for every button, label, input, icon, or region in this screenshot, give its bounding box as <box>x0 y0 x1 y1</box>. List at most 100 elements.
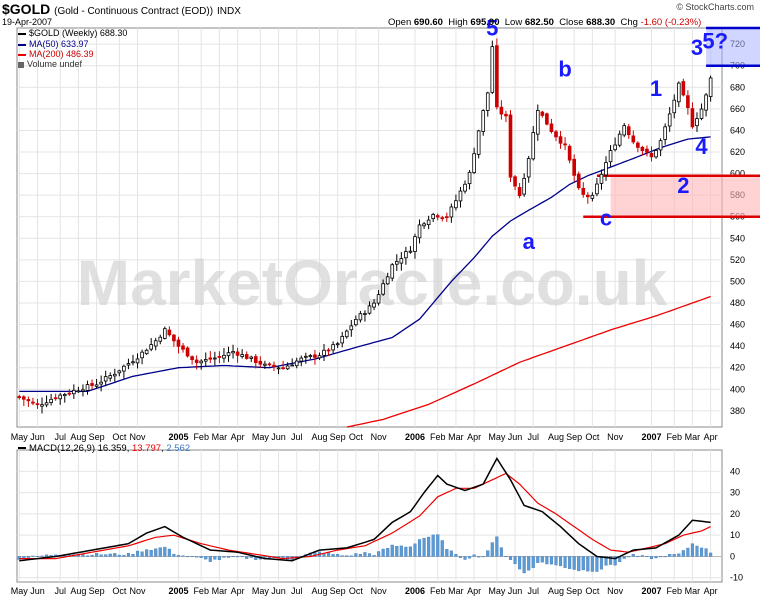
macd-histogram-bar <box>199 556 203 558</box>
candle-down <box>281 367 285 370</box>
macd-y-tick-label: 10 <box>730 530 740 540</box>
macd-histogram-bar <box>440 540 444 557</box>
macd-histogram-bar <box>481 556 485 558</box>
candle-down <box>558 136 563 144</box>
candle-up <box>354 318 358 326</box>
macd-histogram-bar <box>595 556 599 572</box>
macd-histogram-bar <box>349 555 353 557</box>
macd-histogram-bar <box>436 534 440 557</box>
candle-up <box>62 394 67 396</box>
candle-up <box>317 355 322 359</box>
candle-up <box>158 336 163 342</box>
candle-up <box>476 130 481 155</box>
candle-up <box>122 365 126 372</box>
candle-up <box>617 133 622 146</box>
macd-histogram-bar <box>454 554 458 557</box>
macd-histogram-bar <box>527 556 531 571</box>
macd-histogram-bar <box>399 545 403 557</box>
macd-histogram-bar <box>190 556 194 558</box>
candle-down <box>686 95 690 109</box>
price-x-tick-label: Jun <box>30 432 45 442</box>
candle-down <box>517 187 522 197</box>
macd-histogram-bar <box>358 553 362 557</box>
wave-label: 3 <box>691 35 703 60</box>
macd-histogram-bar <box>672 554 676 557</box>
candle-up <box>372 302 376 308</box>
candle-up <box>103 376 108 382</box>
macd-histogram-bar <box>90 554 94 557</box>
candle-down <box>545 113 549 125</box>
macd-histogram-bar <box>181 555 185 557</box>
candle-up <box>481 110 486 132</box>
wave-label: 1 <box>650 76 662 101</box>
candle-up <box>285 365 290 370</box>
wave-label: c <box>600 205 612 230</box>
candle-up <box>426 219 431 226</box>
price-x-tick-label: May <box>11 432 29 442</box>
macd-histogram-bar <box>558 556 563 567</box>
macd-histogram-bar <box>149 550 153 557</box>
macd-histogram-bar <box>331 554 335 557</box>
candle-up <box>676 82 681 103</box>
macd-x-tick-label: 2005 <box>168 586 188 596</box>
candle-up <box>140 351 144 359</box>
candle-up <box>126 363 131 366</box>
candle-down <box>640 146 645 151</box>
candle-up <box>463 183 467 192</box>
price-x-tick-label: Oct <box>349 432 364 442</box>
candle-down <box>17 396 22 399</box>
price-x-tick-label: Aug <box>70 432 86 442</box>
price-x-tick-label: Feb <box>666 432 682 442</box>
price-x-tick-label: May <box>488 432 506 442</box>
macd-histogram-bar <box>604 556 608 566</box>
macd-line <box>19 457 711 562</box>
macd-histogram-bar <box>327 552 331 557</box>
candle-down <box>53 397 58 400</box>
macd-histogram-bar <box>404 546 408 557</box>
wave-label: 5 <box>486 16 498 41</box>
macd-histogram-bar <box>222 556 226 558</box>
candle-up <box>335 343 340 346</box>
candle-up <box>608 150 613 163</box>
price-x-tick-label: Feb <box>193 432 209 442</box>
candle-up <box>222 354 226 359</box>
macd-x-tick-label: May <box>11 586 29 596</box>
macd-x-tick-label: Sep <box>330 586 346 596</box>
macd-histogram-bar <box>381 548 385 557</box>
price-x-tick-label: Jun <box>271 432 286 442</box>
macd-histogram-bar <box>240 556 244 558</box>
candle-up <box>276 367 281 370</box>
macd-histogram-bar <box>522 556 526 574</box>
wave-label: 5? <box>702 28 728 53</box>
candle-up <box>40 404 44 407</box>
candle-up <box>431 214 435 220</box>
macd-y-tick-label: 30 <box>730 488 740 498</box>
candle-down <box>645 148 649 153</box>
macd-signal-line <box>19 472 711 560</box>
candle-up <box>226 352 231 357</box>
candle-up <box>390 264 395 279</box>
price-x-tick-label: 2006 <box>405 432 425 442</box>
macd-x-tick-label: Feb <box>666 586 682 596</box>
candle-down <box>190 356 194 361</box>
candle-up <box>108 375 113 379</box>
price-x-tick-label: Oct <box>585 432 600 442</box>
macd-histogram-bar <box>681 550 685 557</box>
macd-histogram-bar <box>372 555 376 557</box>
candle-down <box>508 114 513 178</box>
candle-up <box>363 313 367 315</box>
macd-x-tick-label: 2007 <box>641 586 661 596</box>
macd-histogram-bar <box>395 546 399 557</box>
candle-up <box>595 183 599 195</box>
macd-histogram-bar <box>322 553 326 557</box>
candle-up <box>604 162 608 176</box>
watermark: MarketOracle.co.uk <box>77 247 668 319</box>
ma200-line <box>346 295 711 428</box>
candle-down <box>626 126 631 136</box>
macd-histogram-bar <box>586 556 590 572</box>
macd-histogram-bar <box>540 556 544 563</box>
macd-histogram-bar <box>686 547 690 557</box>
ohlc-readout: Open 690.60 High 695.90 Low 682.50 Close… <box>388 17 702 28</box>
macd-histogram-bar <box>572 556 576 570</box>
macd-y-tick-label: 40 <box>730 466 740 476</box>
